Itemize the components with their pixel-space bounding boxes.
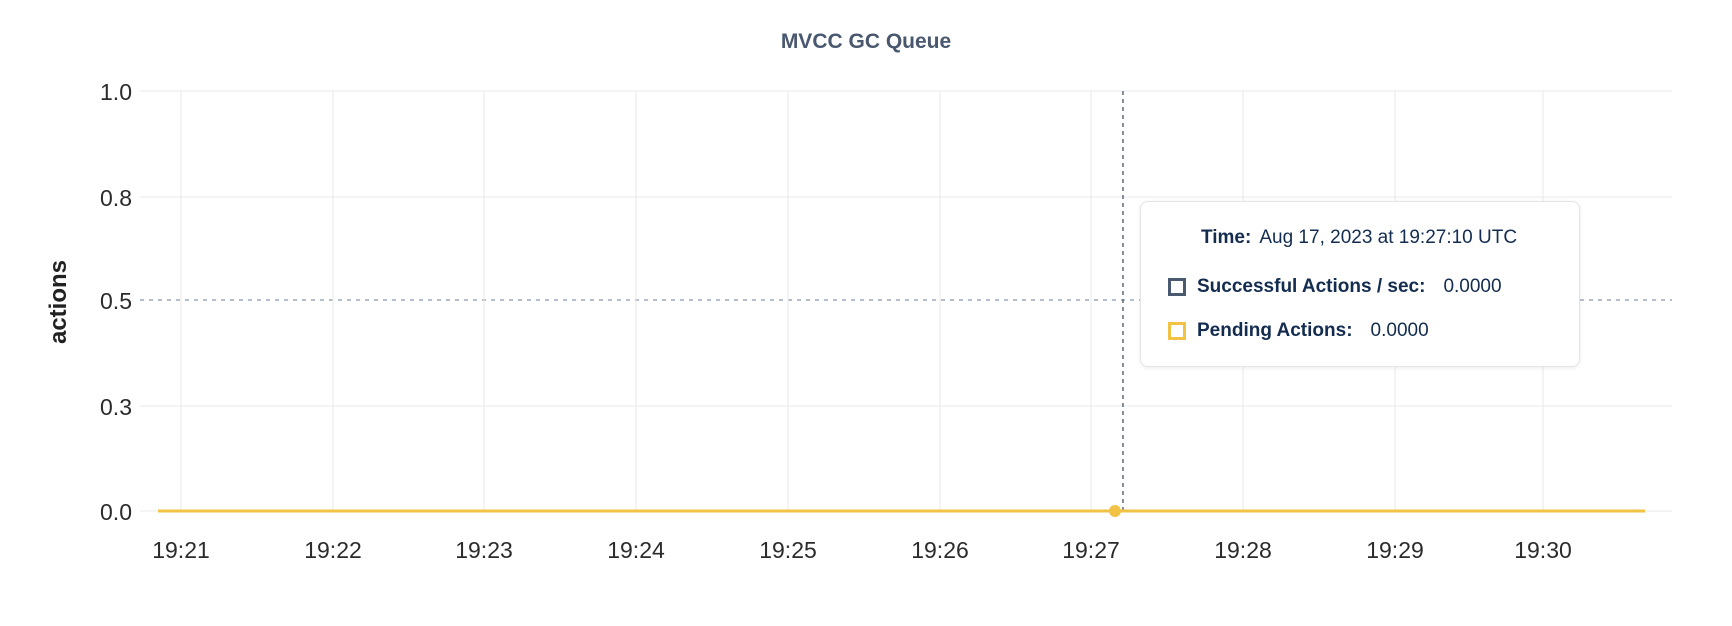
svg-text:19:28: 19:28 <box>1214 537 1272 563</box>
svg-text:19:27: 19:27 <box>1062 537 1120 563</box>
svg-text:19:29: 19:29 <box>1366 537 1424 563</box>
svg-text:19:21: 19:21 <box>152 537 210 563</box>
svg-text:0.8: 0.8 <box>100 185 132 211</box>
svg-text:0.5: 0.5 <box>100 288 132 314</box>
svg-text:19:22: 19:22 <box>304 537 362 563</box>
svg-text:1.0: 1.0 <box>100 79 132 105</box>
svg-text:0.3: 0.3 <box>100 394 132 420</box>
svg-text:actions: actions <box>45 260 72 344</box>
svg-text:0.0: 0.0 <box>100 499 132 525</box>
svg-text:19:30: 19:30 <box>1514 537 1572 563</box>
svg-text:19:23: 19:23 <box>455 537 513 563</box>
svg-text:19:25: 19:25 <box>759 537 817 563</box>
svg-text:19:24: 19:24 <box>607 537 665 563</box>
svg-text:19:26: 19:26 <box>911 537 969 563</box>
